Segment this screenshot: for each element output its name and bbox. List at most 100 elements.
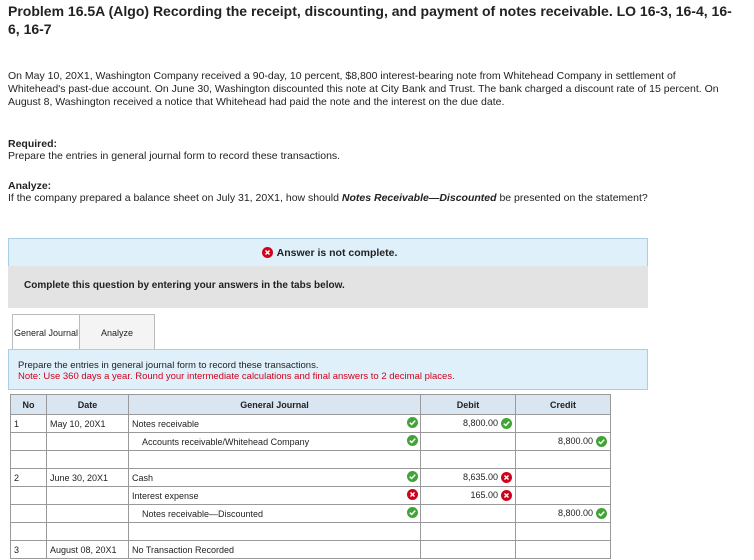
entry-date: August 08, 20X1	[46, 540, 129, 559]
account: Notes receivable	[132, 418, 200, 429]
blank-cell	[420, 450, 516, 469]
instruction-box	[8, 266, 648, 308]
error-icon	[261, 247, 273, 258]
account-cell: Notes receivable—Discounted	[128, 504, 421, 523]
error-icon	[501, 472, 512, 484]
tab[interactable]: General Journal	[12, 314, 80, 351]
entry-date	[46, 504, 129, 523]
check-icon	[596, 508, 607, 520]
debit-cell	[420, 540, 516, 559]
panel-text: Prepare the entries in general journal f…	[18, 360, 319, 371]
error-icon	[501, 490, 512, 502]
blank-row	[10, 522, 611, 541]
blank-cell	[515, 450, 611, 469]
error-icon	[407, 489, 418, 501]
debit: 8,800.00	[462, 417, 498, 428]
emphasis: Notes Receivable—Discounted	[341, 192, 497, 204]
column-header: Credit	[515, 394, 611, 415]
account-cell: No Transaction Recorded	[128, 540, 421, 559]
blank-cell	[420, 522, 516, 541]
journal-row: 1 May 10, 20X1 Notes receivable 8,800.00	[10, 414, 611, 433]
column-header: Date	[46, 394, 129, 415]
required-text: Prepare the entries in general journal f…	[8, 150, 341, 162]
account: Accounts receivable/Whitehead Company	[142, 436, 310, 447]
blank-cell	[10, 450, 47, 469]
debit: 8,635.00	[462, 471, 498, 482]
entry-no: 2	[10, 468, 47, 487]
debit-cell	[420, 432, 516, 451]
blank-cell	[128, 522, 421, 541]
intro: On May 10, 20X1, Washington Company rece…	[8, 70, 719, 108]
column-header: Debit	[420, 394, 516, 415]
journal-row: Accounts receivable/Whitehead Company 8,8…	[10, 432, 611, 451]
account-cell: Accounts receivable/Whitehead Company	[128, 432, 421, 451]
text: If the company prepared a balance sheet …	[8, 192, 342, 204]
blank-cell	[46, 450, 129, 469]
entry-date	[46, 486, 129, 505]
debit-cell: 8,635.00	[420, 468, 516, 487]
journal-row: Interest expense 165.00	[10, 486, 611, 505]
blank-cell	[46, 522, 129, 541]
table-body: 1 May 10, 20X1 Notes receivable 8,800.00 Acc…	[10, 414, 611, 559]
debit-cell: 165.00	[420, 486, 516, 505]
check-icon	[501, 418, 512, 430]
account-cell: Interest expense	[128, 486, 421, 505]
analyze-text: If the company prepared a balance sheet …	[8, 192, 668, 205]
status	[404, 489, 418, 501]
credit: 8,800.00	[557, 507, 593, 518]
blank-cell	[515, 522, 611, 541]
account-cell: Notes receivable	[128, 414, 421, 433]
entry-date: May 10, 20X1	[46, 414, 129, 433]
blank-row	[10, 450, 611, 469]
account: Interest expense	[132, 490, 199, 501]
blank-cell	[10, 522, 47, 541]
check-icon	[407, 435, 418, 447]
status	[404, 507, 418, 519]
credit-cell	[515, 414, 611, 433]
debit: 165.00	[470, 489, 498, 500]
blank-cell	[128, 450, 421, 469]
text: be presented on the statement?	[496, 192, 648, 204]
check-icon	[596, 436, 607, 448]
status	[404, 417, 418, 429]
account: No Transaction Recorded	[132, 544, 235, 555]
title: Problem 16.5A (Algo) Recording the recei…	[8, 3, 732, 37]
entry-no	[10, 504, 47, 523]
entry-no: 1	[10, 414, 47, 433]
column-header: General Journal	[128, 394, 421, 415]
status	[404, 471, 418, 483]
journal-table: No Date General Journal Debit Credit 1 May 10…	[10, 394, 611, 559]
journal-row: 3 August 08, 20X1 No Transaction Recorded	[10, 540, 611, 559]
entry-no: 3	[10, 540, 47, 559]
analyze-label: Analyze:	[8, 180, 52, 192]
credit: 8,800.00	[557, 435, 593, 446]
entry-date: June 30, 20X1	[46, 468, 129, 487]
credit-cell: 8,800.00	[515, 432, 611, 451]
credit-cell: 8,800.00	[515, 504, 611, 523]
journal-row: 2 June 30, 20X1 Cash 8,635.00	[10, 468, 611, 487]
status-banner: Answer is not complete.	[8, 238, 648, 267]
tab[interactable]: Analyze	[79, 314, 155, 351]
analyze: Analyze: If the company prepared a balan…	[8, 180, 668, 205]
journal-row: Notes receivable—Discounted 8,800.00	[10, 504, 611, 523]
entry-date	[46, 432, 129, 451]
column-header: No	[10, 394, 47, 415]
panel: Prepare the entries in general journal f…	[8, 349, 648, 390]
credit-cell	[515, 540, 611, 559]
status-text: Answer is not complete.	[276, 246, 398, 259]
account: Cash	[132, 472, 154, 483]
required: Required: Prepare the entries in general…	[8, 138, 728, 163]
entry-no	[10, 486, 47, 505]
check-icon	[407, 471, 418, 483]
header-row: No Date General Journal Debit Credit	[10, 394, 611, 415]
account-cell: Cash	[128, 468, 421, 487]
panel-note: Note: Use 360 days a year. Round your in…	[18, 371, 455, 382]
credit-cell	[515, 468, 611, 487]
instruction: Complete this question by entering your …	[24, 280, 345, 291]
debit-cell	[420, 504, 516, 523]
status	[404, 435, 418, 447]
check-icon	[407, 507, 418, 519]
credit-cell	[515, 486, 611, 505]
debit-cell: 8,800.00	[420, 414, 516, 433]
